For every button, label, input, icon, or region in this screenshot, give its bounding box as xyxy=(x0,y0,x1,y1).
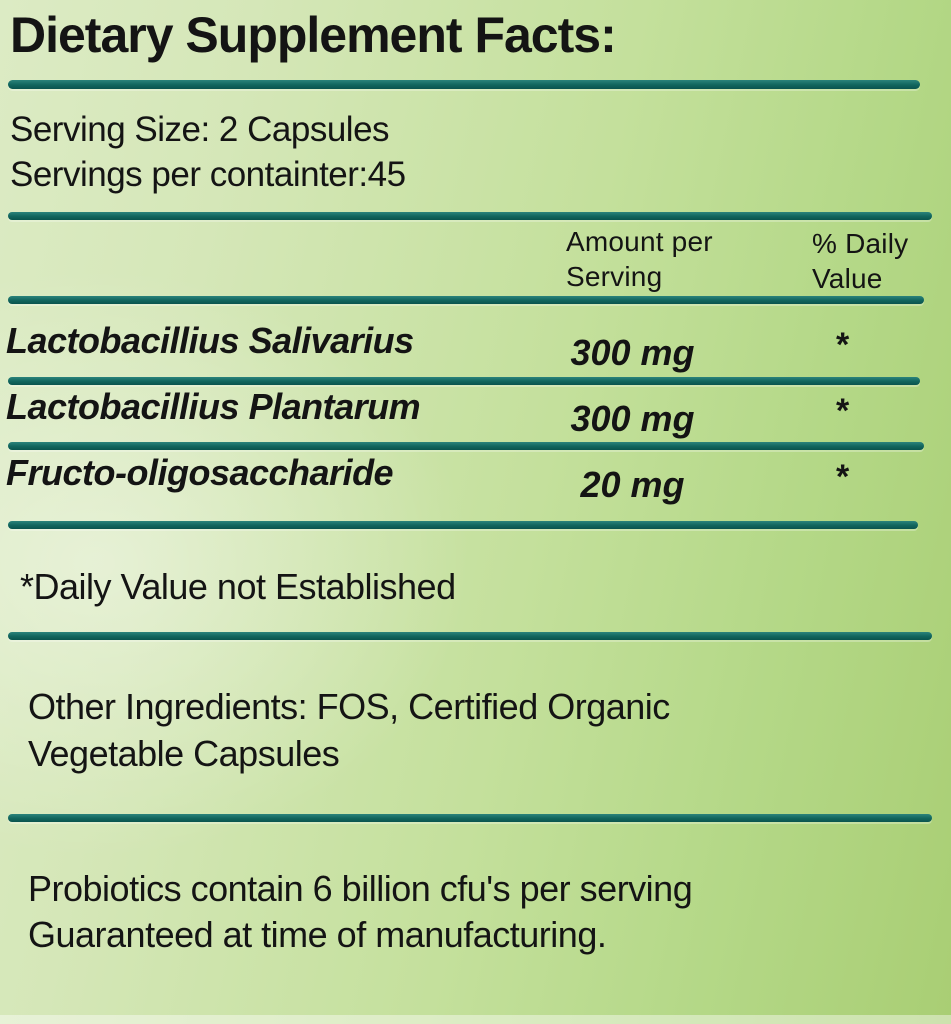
ingredient-name: Lactobacillius Plantarum xyxy=(6,386,421,427)
label-bottom-edge xyxy=(0,1015,951,1024)
column-header-amount-per-serving: Amount per Serving xyxy=(566,226,713,292)
ingredient-amount: 300 mg xyxy=(570,332,695,373)
divider-rule-other-ingredients xyxy=(8,814,932,822)
serving-size-text: Serving Size: 2 Capsules xyxy=(10,110,390,149)
probiotics-note-line-1: Probiotics contain 6 billion cfu's per s… xyxy=(28,868,693,909)
divider-rule-row-3 xyxy=(8,521,918,529)
divider-rule-under-title xyxy=(8,80,920,89)
daily-value-footnote: *Daily Value not Established xyxy=(20,566,456,607)
ingredient-amount: 300 mg xyxy=(570,398,695,439)
table-row: Fructo-oligosaccharide 20 mg * xyxy=(0,452,951,512)
ingredient-daily-value-asterisk: * xyxy=(836,458,850,496)
divider-rule-row-2 xyxy=(8,442,924,450)
probiotics-note: Probiotics contain 6 billion cfu's per s… xyxy=(28,866,908,958)
ingredient-daily-value-asterisk: * xyxy=(836,326,850,364)
probiotics-note-line-2: Guaranteed at time of manufacturing. xyxy=(28,914,607,956)
divider-rule-header-bottom xyxy=(8,296,924,304)
divider-rule-row-1 xyxy=(8,377,920,385)
table-row: Lactobacillius Plantarum 300 mg * xyxy=(0,386,951,446)
divider-rule-footnote xyxy=(8,632,932,640)
label-title: Dietary Supplement Facts: xyxy=(10,7,617,63)
ingredient-name: Fructo-oligosaccharide xyxy=(6,452,394,493)
ingredient-amount: 20 mg xyxy=(580,464,685,505)
servings-per-container-text: Servings per containter:45 xyxy=(10,155,406,194)
other-ingredients-text: Other Ingredients: FOS, Certified Organi… xyxy=(28,686,670,774)
table-row: Lactobacillius Salivarius 300 mg * xyxy=(0,320,951,380)
column-header-daily-value: % Daily Value xyxy=(812,228,909,294)
ingredient-daily-value-asterisk: * xyxy=(836,392,850,430)
divider-rule-header-top xyxy=(8,212,932,220)
ingredient-name: Lactobacillius Salivarius xyxy=(6,320,414,361)
